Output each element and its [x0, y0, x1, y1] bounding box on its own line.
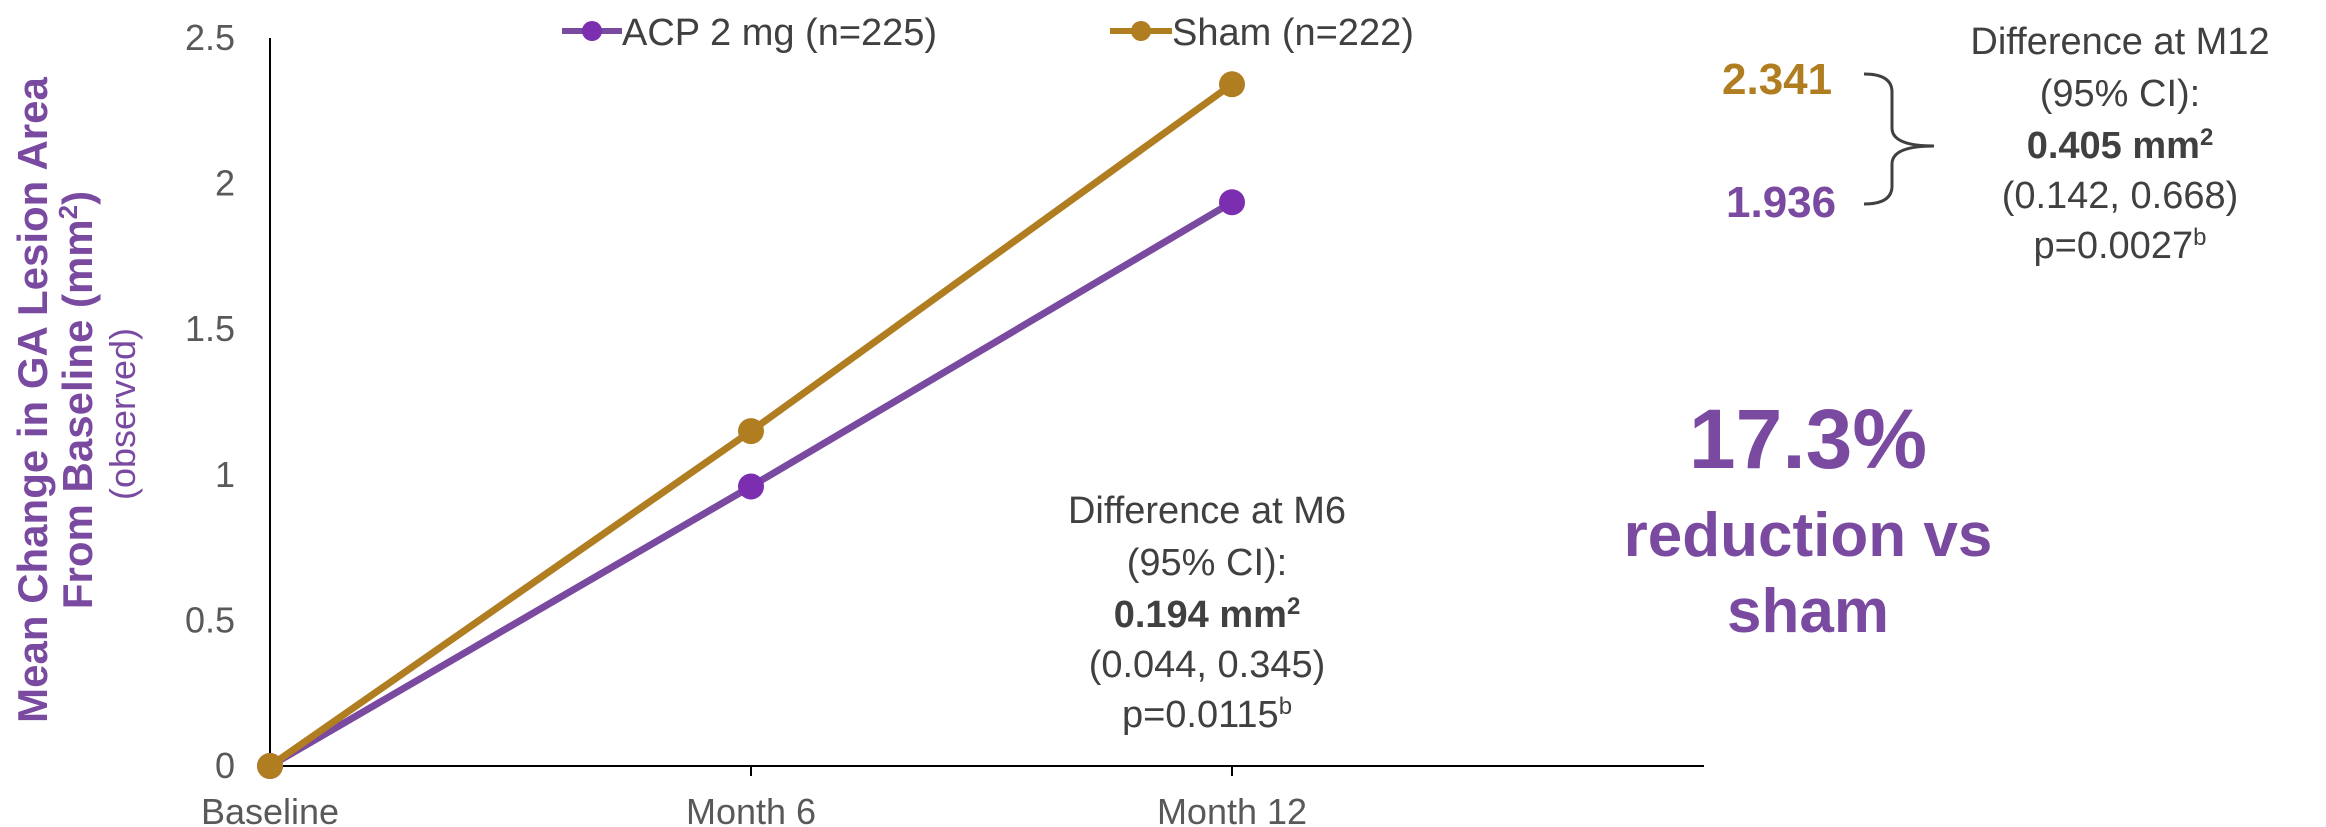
y-axis-title-line2: From Baseline (mm2): [53, 191, 101, 609]
annotation-m6-p: p=0.0115b: [1122, 693, 1292, 737]
data-point-sham: [738, 418, 764, 445]
y-axis-title-line1: Mean Change in GA Lesion Area: [9, 77, 56, 723]
y-tick-label: 2: [215, 163, 235, 204]
annotation-m12-value: 0.405 mm2: [2027, 124, 2214, 168]
legend-label-acp: ACP 2 mg (n=225): [622, 12, 937, 54]
annotation-m12-line2: (95% CI):: [2040, 73, 2200, 115]
y-axis-title: Mean Change in GA Lesion Area From Basel…: [9, 77, 143, 723]
data-point-acp: [738, 473, 764, 500]
end-label-acp: 1.936: [1726, 178, 1836, 227]
annotation-m6-line1: Difference at M6: [1068, 490, 1346, 532]
y-tick-label: 2.5: [185, 17, 235, 58]
x-tick-label: Month 6: [686, 791, 816, 827]
y-axis-title-line2-sup: 2: [53, 205, 83, 219]
y-tick-label: 1: [215, 454, 235, 495]
y-tick-label: 0: [215, 745, 235, 786]
annotation-m12: Difference at M12 (95% CI): 0.405 mm2 (0…: [1970, 21, 2269, 267]
data-point-sham: [1219, 71, 1245, 98]
legend-label-sham: Sham (n=222): [1172, 12, 1414, 54]
annotation-m6-ci: (0.044, 0.345): [1089, 644, 1326, 686]
annotation-m6-value: 0.194 mm2: [1114, 593, 1301, 637]
reduction-line2: sham: [1727, 577, 1889, 646]
data-point-sham: [257, 753, 283, 779]
annotation-m6-line2: (95% CI):: [1127, 542, 1287, 584]
reduction-percent: 17.3%: [1689, 392, 1927, 486]
reduction-callout: 17.3% reduction vs sham: [1624, 392, 1993, 646]
legend: ACP 2 mg (n=225) Sham (n=222): [562, 12, 1414, 54]
y-axis-title-line2-prefix: From Baseline (mm: [54, 219, 101, 609]
x-tick-label: Baseline: [201, 791, 339, 827]
annotation-m12-line1: Difference at M12: [1970, 21, 2269, 63]
end-label-sham: 2.341: [1722, 55, 1832, 104]
annotation-m12-p: p=0.0027b: [2034, 224, 2207, 268]
data-point-acp: [1219, 189, 1245, 216]
annotation-m6: Difference at M6 (95% CI): 0.194 mm2 (0.…: [1068, 490, 1346, 736]
annotation-m12-ci: (0.142, 0.668): [2002, 175, 2239, 217]
legend-marker-acp: [582, 21, 602, 41]
y-axis-subtitle: (observed): [102, 328, 143, 500]
x-tick-label: Month 12: [1157, 791, 1307, 827]
series-layer: [257, 71, 1245, 779]
y-axis-title-line2-suffix: ): [54, 191, 101, 205]
y-axis-ticks: 0 0.5 1 1.5 2 2.5: [185, 17, 235, 786]
x-axis-ticks: Baseline Month 6 Month 12: [201, 766, 1307, 827]
difference-bracket: [1863, 72, 1935, 206]
legend-marker-sham: [1131, 21, 1151, 41]
reduction-line1: reduction vs: [1624, 501, 1993, 570]
y-tick-label: 0.5: [185, 599, 235, 640]
y-tick-label: 1.5: [185, 308, 235, 349]
